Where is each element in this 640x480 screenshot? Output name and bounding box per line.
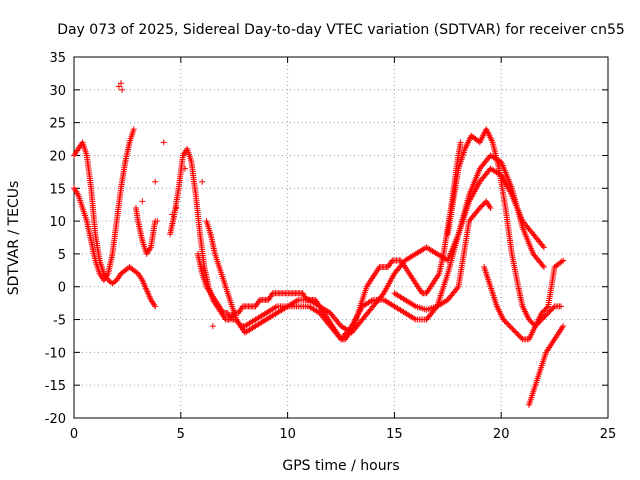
data-point xyxy=(542,306,549,313)
data-point xyxy=(533,321,540,328)
y-tick-label: 30 xyxy=(49,84,66,99)
data-point xyxy=(510,327,517,334)
x-axis: 0 5 10 15 20 25 xyxy=(70,57,616,442)
data-point xyxy=(513,329,520,336)
x-tick-label: 5 xyxy=(177,427,185,442)
data-point xyxy=(541,313,548,320)
y-tick-label: 20 xyxy=(49,149,66,164)
data-point xyxy=(139,198,146,205)
data-point xyxy=(529,320,536,327)
data-point xyxy=(502,319,509,326)
data-point xyxy=(543,304,550,311)
y-tick-label: -5 xyxy=(53,314,66,329)
data-point xyxy=(182,165,189,172)
data-point xyxy=(525,316,532,323)
data-point xyxy=(209,323,216,330)
y-axis-label: SDTVAR / TECUs xyxy=(6,181,22,296)
data-point xyxy=(454,285,461,292)
data-point xyxy=(199,178,206,185)
data-point xyxy=(538,309,545,316)
data-point xyxy=(542,312,549,319)
data-point xyxy=(501,317,508,324)
data-point xyxy=(130,126,137,133)
data-point xyxy=(514,330,521,337)
data-point xyxy=(169,211,176,218)
data-point xyxy=(516,333,523,340)
data-point xyxy=(152,178,159,185)
x-tick-label: 20 xyxy=(493,427,510,442)
data-point xyxy=(480,201,487,208)
data-point xyxy=(379,291,386,298)
y-tick-label: 35 xyxy=(49,51,66,66)
data-point xyxy=(527,317,534,324)
data-point xyxy=(479,202,486,209)
y-tick-label: -20 xyxy=(45,412,66,427)
data-point xyxy=(511,328,518,335)
data-point xyxy=(549,306,556,313)
data-point xyxy=(538,316,545,323)
data-point xyxy=(500,316,507,323)
data-point xyxy=(536,319,543,326)
y-tick-label: 25 xyxy=(49,117,66,132)
data-point xyxy=(476,204,483,211)
y-tick-label: 10 xyxy=(49,215,66,230)
data-point xyxy=(528,319,535,326)
data-point xyxy=(115,83,122,90)
x-tick-label: 10 xyxy=(279,427,296,442)
data-point xyxy=(539,262,546,269)
data-point xyxy=(457,139,464,146)
data-point xyxy=(154,218,161,225)
data-point xyxy=(550,304,557,311)
data-point xyxy=(540,264,547,271)
y-tick-label: -15 xyxy=(45,379,66,394)
data-point xyxy=(508,324,515,331)
y-tick-label: 5 xyxy=(58,248,66,263)
data-point xyxy=(547,307,554,314)
data-point xyxy=(540,244,547,251)
data-point xyxy=(540,315,547,322)
data-point xyxy=(487,204,494,211)
data-point xyxy=(478,203,485,210)
data-point xyxy=(532,323,539,330)
data-point xyxy=(560,257,567,264)
data-point xyxy=(518,334,525,341)
data-point xyxy=(539,242,546,249)
x-tick-label: 0 xyxy=(70,427,78,442)
x-tick-label: 25 xyxy=(600,427,617,442)
y-tick-label: 0 xyxy=(58,281,66,296)
data-point xyxy=(160,139,167,146)
data-point xyxy=(117,80,124,87)
data-point xyxy=(537,317,544,324)
data-point xyxy=(545,309,552,316)
data-point xyxy=(119,86,126,93)
data-points xyxy=(71,80,567,408)
data-point xyxy=(560,323,567,330)
data-point xyxy=(543,311,550,318)
data-point xyxy=(515,332,522,339)
data-point xyxy=(558,303,565,310)
data-point xyxy=(506,323,513,330)
data-point xyxy=(152,303,159,310)
data-point xyxy=(173,204,180,211)
data-point xyxy=(505,321,512,328)
data-point xyxy=(540,308,547,315)
plot-frame xyxy=(73,56,609,419)
x-axis-label: GPS time / hours xyxy=(282,458,399,474)
y-tick-label: -10 xyxy=(45,346,66,361)
y-tick-label: 15 xyxy=(49,182,66,197)
grid xyxy=(74,57,608,418)
data-point xyxy=(546,308,553,315)
data-point xyxy=(534,320,541,327)
data-point xyxy=(504,320,511,327)
y-axis: -20 -15 -10 -5 0 5 10 15 20 25 30 35 xyxy=(45,51,608,427)
data-point xyxy=(541,307,548,314)
data-point xyxy=(558,258,565,265)
data-point xyxy=(509,325,516,332)
x-tick-label: 15 xyxy=(386,427,403,442)
chart-title: Day 073 of 2025, Sidereal Day-to-day VTE… xyxy=(57,22,625,38)
